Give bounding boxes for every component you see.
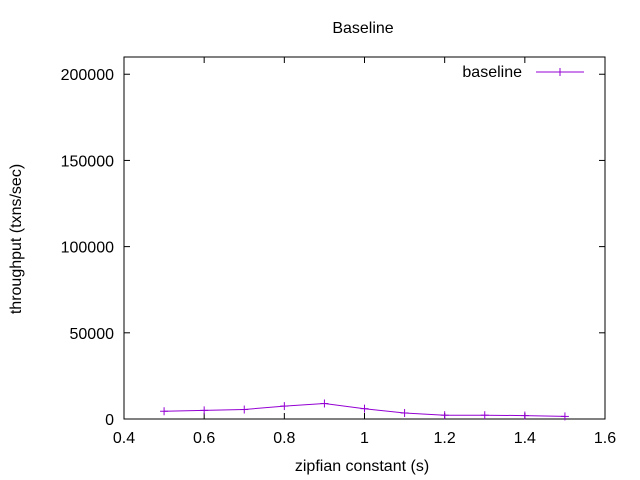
- y-tick-label: 0: [105, 412, 114, 429]
- y-tick-label: 100000: [61, 240, 114, 257]
- data-point: [400, 408, 409, 417]
- series-layer: [160, 399, 569, 421]
- x-tick-label: 0.8: [273, 430, 295, 447]
- data-point: [280, 402, 289, 411]
- data-point: [160, 407, 169, 416]
- legend: baseline: [462, 64, 584, 81]
- data-point: [560, 412, 569, 421]
- y-axis-label: throughput (txns/sec): [8, 164, 25, 314]
- x-axis-label: zipfian constant (s): [295, 458, 429, 475]
- x-tick-label: 1.2: [434, 430, 456, 447]
- x-tick-label: 1: [360, 430, 369, 447]
- axis-ticks: 0.4 0.6 0.8 1 1.2 1.4 1.6 0 50000 100000 150000 200…: [61, 57, 616, 447]
- data-point: [320, 399, 329, 408]
- y-tick-label: 150000: [61, 153, 114, 170]
- legend-label: baseline: [462, 64, 522, 81]
- y-tick-label: 200000: [61, 67, 114, 84]
- x-tick-label: 1.6: [594, 430, 616, 447]
- x-tick-label: 0.6: [193, 430, 215, 447]
- data-point: [360, 404, 369, 413]
- data-point: [240, 405, 249, 414]
- x-tick-label: 0.4: [113, 430, 135, 447]
- x-tick-label: 1.4: [514, 430, 536, 447]
- chart-title: Baseline: [332, 20, 393, 37]
- data-point: [520, 411, 529, 420]
- data-point: [480, 411, 489, 420]
- legend-marker: [556, 68, 564, 76]
- y-tick-label: 50000: [70, 326, 115, 343]
- data-point: [440, 411, 449, 420]
- data-point: [200, 406, 209, 415]
- plot-frame: [123, 56, 606, 420]
